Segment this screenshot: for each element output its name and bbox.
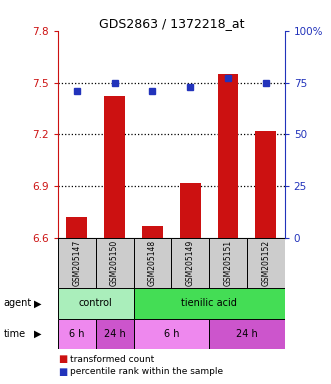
Bar [171,238,209,288]
Bar [58,238,96,288]
Text: GSM205152: GSM205152 [261,240,270,286]
Text: GSM205151: GSM205151 [223,240,232,286]
Bar [256,131,276,238]
Text: 24 h: 24 h [236,329,258,339]
Text: GSM205150: GSM205150 [110,240,119,286]
Text: ▶: ▶ [34,329,42,339]
Bar [67,217,87,238]
Text: GSM205148: GSM205148 [148,240,157,286]
Text: control: control [79,298,113,308]
Text: ▶: ▶ [34,298,42,308]
Bar [96,319,133,349]
Bar [58,288,133,319]
Bar [133,288,285,319]
Bar [217,74,238,238]
Bar [96,238,133,288]
Text: time: time [3,329,25,339]
Text: transformed count: transformed count [70,354,154,364]
Bar [142,226,163,238]
Text: GSM205147: GSM205147 [72,240,81,286]
Text: 6 h: 6 h [164,329,179,339]
Text: percentile rank within the sample: percentile rank within the sample [70,367,223,376]
Bar [133,319,209,349]
Bar [209,319,285,349]
Bar [104,96,125,238]
Text: tienilic acid: tienilic acid [181,298,237,308]
Text: ■: ■ [58,354,67,364]
Text: agent: agent [3,298,31,308]
Bar [247,238,285,288]
Text: ■: ■ [58,367,67,377]
Bar [58,319,96,349]
Bar [180,183,201,238]
Text: 6 h: 6 h [69,329,84,339]
Bar [209,238,247,288]
Text: 24 h: 24 h [104,329,125,339]
Text: GSM205149: GSM205149 [186,240,195,286]
Title: GDS2863 / 1372218_at: GDS2863 / 1372218_at [99,17,244,30]
Bar [133,238,171,288]
